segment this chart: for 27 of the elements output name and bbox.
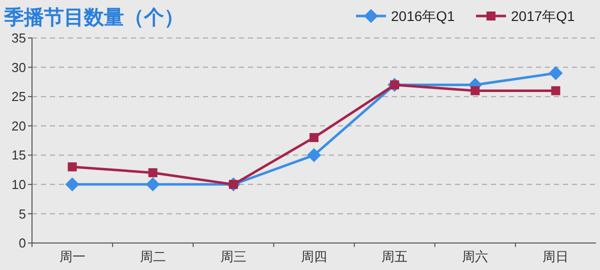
point <box>146 177 160 192</box>
y-tick-label: 15 <box>12 148 26 163</box>
point <box>65 177 80 192</box>
x-tick-label: 周日 <box>542 249 569 264</box>
y-tick-label: 20 <box>12 118 26 134</box>
chart-title: 季播节目数量（个） <box>3 6 184 29</box>
legend-label: 2017年Q1 <box>511 8 576 24</box>
point <box>68 162 77 172</box>
point <box>310 133 318 142</box>
y-tick-label: 5 <box>18 206 26 222</box>
x-tick-label: 周六 <box>462 249 488 264</box>
point <box>307 148 321 162</box>
y-tick-label: 25 <box>12 89 26 104</box>
x-tick-label: 周一 <box>59 249 86 264</box>
x-tick-label: 周三 <box>220 249 246 264</box>
legend-label: 2016年Q1 <box>391 8 456 24</box>
point <box>551 86 560 96</box>
y-tick-label: 35 <box>12 30 26 46</box>
x-tick-label: 周五 <box>382 249 408 264</box>
x-tick-label: 周四 <box>301 249 327 264</box>
point <box>148 168 158 178</box>
y-tick-label: 30 <box>12 60 26 75</box>
y-tick-label: 0 <box>18 236 26 251</box>
y-tick-label: 10 <box>12 176 26 192</box>
point <box>548 66 563 80</box>
x-tick-label: 周二 <box>140 249 166 264</box>
point <box>470 86 480 96</box>
